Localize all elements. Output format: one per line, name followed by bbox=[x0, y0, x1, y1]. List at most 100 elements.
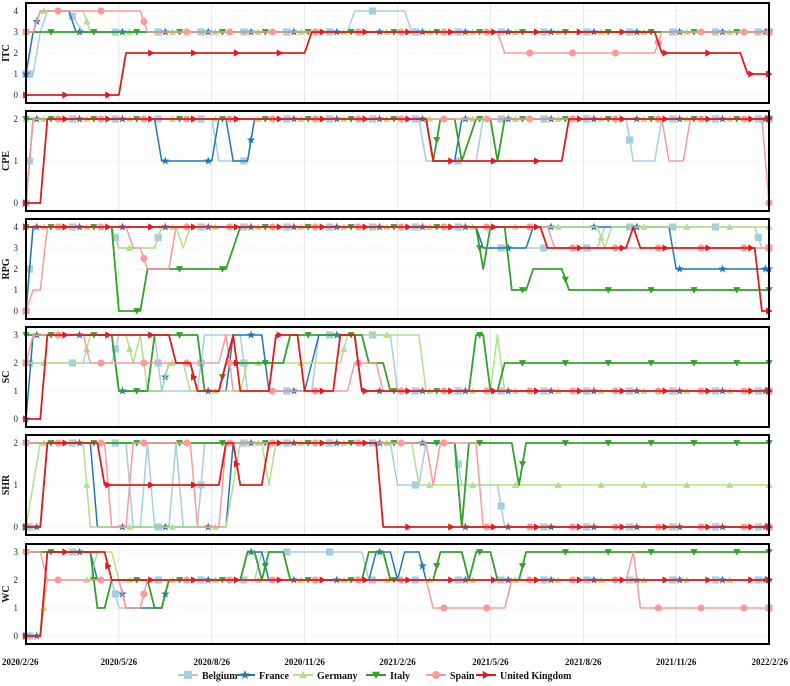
y-tick-label: 1 bbox=[14, 285, 19, 295]
marker-united-kingdom bbox=[362, 576, 369, 584]
marker-germany bbox=[554, 223, 562, 230]
marker-united-kingdom bbox=[576, 387, 584, 395]
series-united-kingdom bbox=[23, 28, 773, 99]
marker-united-kingdom bbox=[276, 439, 284, 447]
marker-france bbox=[418, 561, 427, 570]
marker-united-kingdom bbox=[705, 523, 712, 531]
marker-spain bbox=[611, 49, 619, 57]
marker-italy bbox=[476, 245, 484, 252]
marker-spain bbox=[97, 359, 105, 367]
marker-united-kingdom bbox=[662, 49, 670, 57]
marker-united-kingdom bbox=[191, 481, 198, 489]
y-tick-label: 1 bbox=[14, 480, 19, 490]
marker-germany bbox=[83, 481, 91, 488]
marker-united-kingdom bbox=[576, 576, 584, 584]
marker-united-kingdom bbox=[319, 115, 327, 123]
panel-frame bbox=[25, 110, 770, 212]
marker-italy bbox=[733, 287, 741, 294]
marker-united-kingdom bbox=[405, 523, 412, 531]
marker-germany bbox=[683, 223, 691, 230]
marker-united-kingdom bbox=[148, 49, 155, 57]
legend: Belgium France Germany Italy Spain United Kin… bbox=[178, 670, 572, 682]
marker-spain bbox=[183, 28, 191, 36]
marker-united-kingdom bbox=[662, 576, 670, 584]
y-tick-label: 2 bbox=[14, 48, 19, 58]
panel-frame bbox=[25, 326, 770, 428]
panel-frame bbox=[25, 543, 770, 645]
marker-belgium bbox=[411, 481, 419, 489]
marker-united-kingdom bbox=[105, 562, 112, 570]
marker-germany bbox=[554, 481, 562, 488]
legend-item-belgium: Belgium bbox=[178, 671, 238, 682]
marker-united-kingdom bbox=[105, 481, 112, 489]
marker-germany bbox=[125, 523, 134, 530]
marker-united-kingdom bbox=[105, 223, 112, 231]
marker-united-kingdom bbox=[362, 439, 369, 447]
marker-italy bbox=[518, 360, 527, 367]
y-axis-label: CPE bbox=[1, 151, 12, 171]
x-tick-label: 2020/5/26 bbox=[101, 657, 138, 667]
marker-spain bbox=[54, 576, 62, 584]
marker-united-kingdom bbox=[619, 244, 627, 252]
marker-france bbox=[246, 135, 256, 144]
panel-shr: 0 1 2 SHR bbox=[1, 434, 774, 536]
y-tick-label: 2 bbox=[14, 358, 19, 368]
x-tick-label: 2020/11/26 bbox=[284, 657, 325, 667]
marker-italy bbox=[433, 440, 441, 447]
marker-italy bbox=[561, 276, 569, 284]
series-line-belgium bbox=[25, 118, 769, 204]
marker-united-kingdom bbox=[362, 28, 369, 36]
marker-united-kingdom bbox=[619, 28, 627, 36]
marker-germany bbox=[597, 481, 605, 488]
panel-wc: 0 1 2 3 WC bbox=[1, 543, 774, 645]
marker-spain bbox=[97, 7, 105, 15]
panel-cpe: 0 1 2 CPE bbox=[1, 110, 774, 212]
marker-united-kingdom bbox=[276, 49, 284, 57]
legend-marker-spain bbox=[432, 671, 440, 679]
marker-france bbox=[675, 264, 684, 273]
marker-united-kingdom bbox=[576, 523, 584, 531]
marker-united-kingdom bbox=[533, 28, 541, 36]
marker-italy bbox=[176, 332, 184, 339]
marker-france bbox=[761, 264, 770, 273]
marker-united-kingdom bbox=[233, 223, 241, 231]
marker-united-kingdom bbox=[491, 523, 498, 531]
marker-united-kingdom bbox=[662, 523, 670, 531]
marker-italy bbox=[647, 549, 655, 556]
panel-frame bbox=[25, 434, 770, 536]
x-tick-label: 2021/11/26 bbox=[656, 657, 697, 667]
marker-united-kingdom bbox=[319, 387, 327, 395]
marker-italy bbox=[476, 549, 484, 556]
marker-spain bbox=[440, 439, 448, 447]
marker-france bbox=[203, 156, 213, 165]
marker-italy bbox=[476, 440, 484, 447]
marker-united-kingdom bbox=[62, 331, 69, 339]
marker-united-kingdom bbox=[233, 49, 241, 57]
y-axis-label: RPG bbox=[1, 258, 12, 279]
marker-united-kingdom bbox=[362, 223, 369, 231]
marker-italy bbox=[647, 440, 655, 447]
marker-united-kingdom bbox=[748, 523, 755, 531]
marker-france bbox=[718, 264, 727, 273]
marker-italy bbox=[561, 360, 569, 367]
marker-spain bbox=[740, 604, 748, 612]
marker-united-kingdom bbox=[319, 576, 327, 584]
marker-spain bbox=[97, 576, 105, 584]
marker-spain bbox=[268, 387, 277, 395]
legend-label: Spain bbox=[450, 671, 475, 682]
marker-italy bbox=[604, 360, 612, 367]
marker-united-kingdom bbox=[533, 576, 541, 584]
marker-spain bbox=[483, 115, 491, 123]
marker-united-kingdom bbox=[148, 481, 155, 489]
marker-italy bbox=[733, 440, 741, 447]
series-united-kingdom bbox=[23, 331, 773, 423]
marker-united-kingdom bbox=[62, 223, 69, 231]
marker-united-kingdom bbox=[62, 548, 69, 556]
legend-label: Italy bbox=[390, 671, 410, 682]
marker-belgium bbox=[326, 548, 334, 556]
marker-germany bbox=[40, 604, 48, 611]
x-tick-label: 2020/8/26 bbox=[193, 657, 230, 667]
marker-italy bbox=[518, 563, 527, 570]
marker-united-kingdom bbox=[662, 244, 670, 252]
marker-italy bbox=[518, 461, 527, 468]
